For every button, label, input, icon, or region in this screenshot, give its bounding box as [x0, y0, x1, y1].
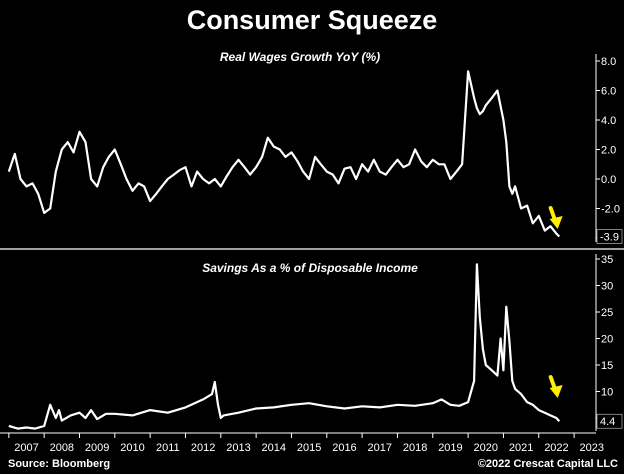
x-tick-label: 2012 [191, 442, 215, 454]
real-wages-subtitle: Real Wages Growth YoY (%) [220, 50, 380, 64]
savings-last-value-bg [596, 413, 623, 429]
real-wages-series-line [7, 70, 561, 238]
savings-panel: Savings As a % of Disposable Income 35 30… [8, 254, 623, 431]
copyright-label: ©2022 Crescat Capital LLC [478, 458, 618, 470]
y-tick-label: 30 [601, 281, 613, 293]
source-label: Source: Bloomberg [8, 458, 110, 470]
savings-last-value-box: 4.4 [596, 413, 623, 429]
x-tick-label: 2008 [50, 442, 74, 454]
x-tick-label: 2022 [544, 442, 568, 454]
y-tick-label: 10 [601, 387, 613, 399]
real-wages-last-value-box: -3.9 [596, 229, 623, 244]
x-tick-label: 2014 [262, 442, 286, 454]
real-wages-panel: Real Wages Growth YoY (%) 8.0 6.0 4.0 2.0 0.… [7, 50, 623, 245]
x-tick-label: 2020 [474, 442, 498, 454]
y-tick-label: -2.0 [601, 204, 620, 216]
savings-subtitle: Savings As a % of Disposable Income [202, 261, 418, 275]
x-tick-label: 2010 [120, 442, 144, 454]
x-tick-label: 2019 [438, 442, 462, 454]
y-tick-label: 0.0 [601, 174, 616, 186]
arrow-head [549, 216, 563, 229]
arrow-head [549, 385, 563, 398]
savings-y-ticks: 3530252015105 [596, 254, 613, 425]
x-tick-label: 2013 [226, 442, 250, 454]
x-tick-label: 2017 [368, 442, 392, 454]
y-tick-label: 2.0 [601, 145, 616, 157]
y-tick-label: 25 [601, 307, 613, 319]
x-tick-label: 2018 [403, 442, 427, 454]
x-tick-label: 2023 [580, 442, 604, 454]
y-tick-label: 15 [601, 360, 613, 372]
real-wages-last-value: -3.9 [600, 232, 619, 244]
real-wages-down-arrow [548, 206, 563, 229]
y-tick-label: 8.0 [601, 56, 616, 68]
x-tick-label: 2007 [14, 442, 38, 454]
savings-down-arrow [548, 375, 563, 398]
savings-series-line [8, 263, 561, 430]
y-tick-label: 20 [601, 334, 613, 346]
x-tick-label: 2015 [297, 442, 321, 454]
y-tick-label: 6.0 [601, 86, 616, 98]
x-axis-ticks: 2007 2008 2009 2010 2011 2012 2013 2014 2015 2016… [8, 433, 604, 454]
x-tick-label: 2009 [85, 442, 109, 454]
real-wages-last-value-bg [596, 229, 623, 244]
y-tick-label: 4.0 [601, 115, 616, 127]
x-tick-label: 2011 [156, 442, 180, 454]
x-tick-label: 2016 [332, 442, 356, 454]
chart-title: Consumer Squeeze [187, 5, 438, 35]
x-tick-label: 2021 [509, 442, 533, 454]
y-tick-label: 35 [601, 254, 613, 266]
savings-last-value: 4.4 [600, 416, 615, 428]
